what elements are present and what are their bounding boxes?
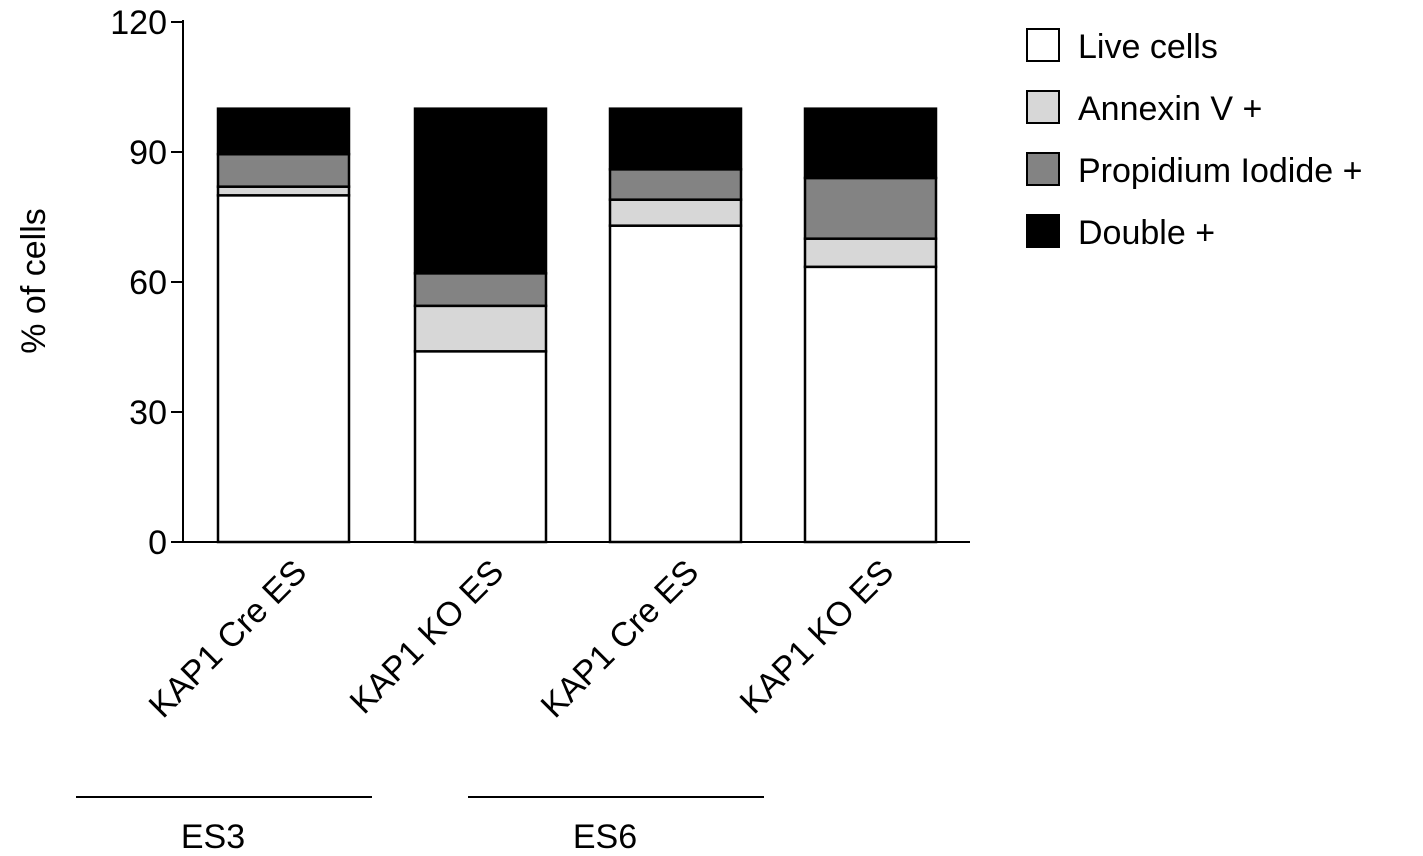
legend-swatch — [1026, 90, 1060, 124]
y-tick-label: 60 — [129, 264, 167, 302]
bar-segment — [608, 168, 743, 201]
group-label: ES6 — [573, 818, 637, 856]
x-tick-label: KAP1 Cre ES — [534, 553, 707, 726]
bar-segment — [803, 176, 938, 240]
x-tick-label: KAP1 KO ES — [733, 553, 902, 722]
legend-label: Propidium Iodide + — [1078, 152, 1362, 190]
legend-swatch — [1026, 152, 1060, 186]
bar-segment — [216, 194, 351, 544]
y-axis-label: % of cells — [15, 208, 53, 354]
bar-segment — [413, 350, 548, 544]
bars-layer — [216, 107, 938, 544]
x-tick-labels: KAP1 Cre ES KAP1 KO ES KAP1 Cre ES KAP1 KO … — [142, 553, 902, 726]
bar-segment — [608, 198, 743, 227]
legend-swatch — [1026, 214, 1060, 248]
y-tick-label: 0 — [148, 524, 167, 562]
bar-segment — [803, 265, 938, 544]
group-label: ES3 — [181, 818, 245, 856]
bar-segment — [803, 107, 938, 180]
bar-segment — [803, 237, 938, 269]
x-tick-label: KAP1 Cre ES — [142, 553, 315, 726]
bar-segment — [216, 107, 351, 156]
bar-segment — [413, 272, 548, 308]
bar-segment — [608, 107, 743, 171]
legend-label: Annexin V + — [1078, 90, 1262, 128]
bar-segment — [216, 185, 351, 197]
legend-label: Live cells — [1078, 28, 1218, 66]
bar-segment — [608, 224, 743, 544]
legend-swatch — [1026, 28, 1060, 62]
group-labels: ES3 ES6 — [76, 796, 764, 856]
bar-segment — [216, 152, 351, 188]
legend-label: Double + — [1078, 214, 1215, 252]
bar-segment — [413, 304, 548, 353]
bar-segment — [413, 107, 548, 275]
y-tick-label: 120 — [110, 4, 167, 42]
y-tick-label: 30 — [129, 394, 167, 432]
x-tick-label: KAP1 KO ES — [343, 553, 512, 722]
legend: Live cells Annexin V + Propidium Iodide + D… — [1026, 28, 1362, 252]
y-tick-label: 90 — [129, 134, 167, 172]
y-ticks: 0 30 60 90 120 — [110, 4, 183, 562]
